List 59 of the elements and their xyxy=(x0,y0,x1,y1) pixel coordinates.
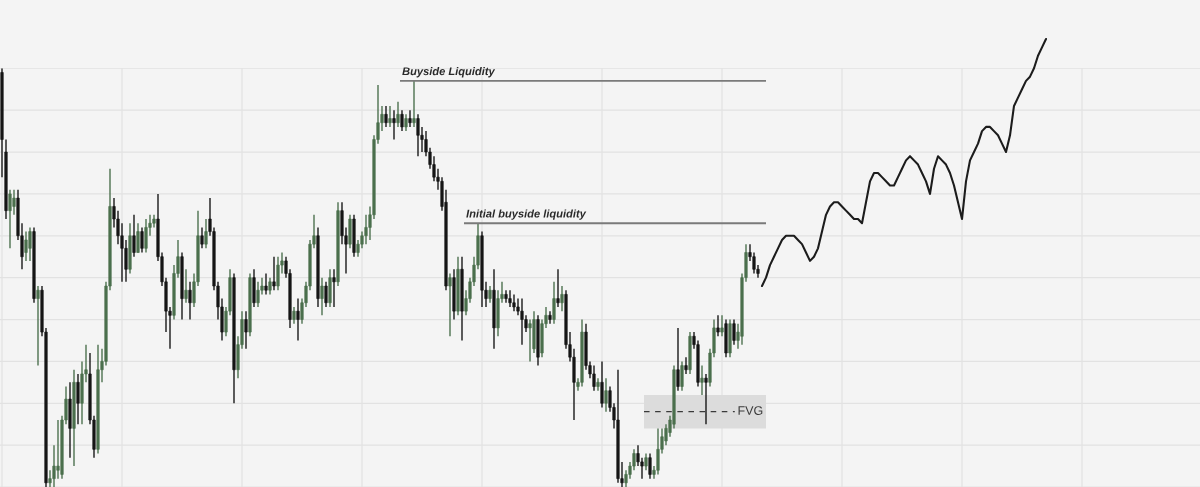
candlestick xyxy=(324,281,328,308)
candlestick xyxy=(392,109,396,141)
candlestick xyxy=(600,360,604,409)
candlestick xyxy=(680,360,684,392)
candlestick xyxy=(384,105,388,128)
candlestick xyxy=(276,256,280,291)
candlestick xyxy=(408,109,412,128)
candlestick xyxy=(684,356,688,375)
candlestick xyxy=(136,222,140,254)
candlestick xyxy=(504,289,508,304)
candlestick xyxy=(200,226,204,250)
band-label: FVG xyxy=(738,406,763,415)
candlestick xyxy=(388,105,392,128)
candlestick xyxy=(320,276,324,317)
candlestick xyxy=(244,310,248,350)
candlestick xyxy=(560,285,564,312)
candlestick xyxy=(400,109,404,132)
ref-line-label: Buyside Liquidity xyxy=(402,67,496,78)
candlestick xyxy=(24,230,28,262)
candlestick xyxy=(592,364,596,392)
candlestick xyxy=(448,272,452,337)
candlestick xyxy=(272,256,276,291)
candlestick xyxy=(700,364,704,396)
candlestick xyxy=(332,268,336,308)
candlestick xyxy=(296,297,300,342)
candlestick xyxy=(204,218,208,250)
candlestick xyxy=(12,189,16,216)
candlestick xyxy=(508,289,512,308)
candlestick xyxy=(520,297,524,346)
candlestick xyxy=(264,272,268,296)
candlestick xyxy=(716,314,720,337)
candlestick xyxy=(28,226,32,262)
candlestick xyxy=(596,377,600,392)
candlestick xyxy=(76,373,80,425)
candlestick xyxy=(184,268,188,304)
candlestick xyxy=(648,452,652,480)
candlestick xyxy=(140,226,144,254)
ref-line-label: Initial buyside liquidity xyxy=(466,209,587,220)
candlestick xyxy=(416,113,420,157)
candlestick xyxy=(720,314,724,337)
candlestick xyxy=(552,281,556,325)
candlestick xyxy=(188,281,192,321)
candlestick xyxy=(132,214,136,258)
candlestick xyxy=(56,419,60,480)
candlestick xyxy=(676,327,680,392)
candlestick xyxy=(732,318,736,346)
candlestick xyxy=(548,310,552,325)
candlestick xyxy=(704,373,708,425)
candlestick xyxy=(396,101,400,128)
candlestick xyxy=(412,80,416,128)
candlestick xyxy=(256,281,260,308)
candlestick xyxy=(528,318,532,363)
candlestick xyxy=(656,427,660,476)
candlestick xyxy=(512,293,516,312)
candlestick xyxy=(556,268,560,308)
candlestick xyxy=(144,218,148,254)
candlestick xyxy=(604,377,608,413)
candlestick xyxy=(8,189,12,250)
candlestick xyxy=(36,285,40,367)
